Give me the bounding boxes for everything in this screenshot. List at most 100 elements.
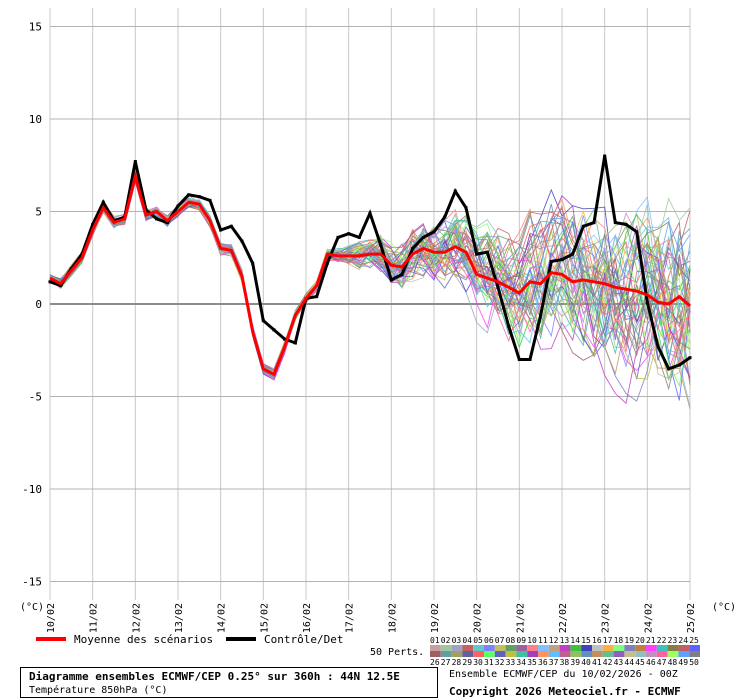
ensemble-members [49, 171, 691, 410]
x-tick-label: 12/02 [131, 603, 142, 633]
y-axis-unit-left: (°C) [20, 602, 44, 613]
pert-swatch [635, 645, 646, 651]
pert-swatch [624, 645, 636, 651]
pert-number: 23 [668, 636, 678, 645]
control-point [325, 261, 329, 265]
pert-swatch [548, 645, 560, 651]
pert-swatch [440, 645, 452, 651]
y-tick-label: -5 [29, 391, 42, 404]
pert-swatch [635, 651, 646, 657]
pert-number: 22 [657, 636, 667, 645]
control-point [240, 239, 244, 243]
pert-swatch [559, 651, 571, 657]
pert-swatch [473, 651, 484, 657]
pert-swatch [548, 651, 560, 657]
pert-number: 05 [473, 636, 483, 645]
pert-swatch [667, 645, 679, 651]
pert-swatch [430, 645, 441, 651]
control-point [400, 272, 404, 276]
pert-number: 37 [549, 658, 559, 667]
control-point [187, 193, 191, 197]
control-point [443, 215, 447, 219]
pert-number: 50 [689, 658, 699, 667]
control-point [357, 235, 361, 239]
control-point [411, 247, 415, 250]
chart-info-box: Diagramme ensembles ECMWF/CEP 0.25° sur … [20, 667, 438, 698]
x-tick-label: 18/02 [387, 603, 398, 633]
control-point [283, 337, 287, 341]
pert-swatch [678, 645, 690, 651]
pert-swatch [494, 651, 506, 657]
control-point [528, 358, 532, 361]
pert-swatch [462, 645, 474, 651]
pert-number: 20 [635, 636, 645, 645]
pert-number: 08 [506, 636, 516, 645]
pert-number: 44 [624, 658, 634, 667]
x-tick-label: 23/02 [601, 603, 612, 633]
control-point [645, 300, 649, 304]
x-tick-label: 13/02 [174, 603, 185, 633]
control-point [261, 319, 265, 323]
chart-subtitle: Température 850hPa (°C) [29, 685, 168, 696]
pert-swatch [646, 651, 657, 657]
pert-swatch [473, 645, 484, 651]
pert-number: 11 [538, 636, 548, 645]
control-point [197, 195, 201, 199]
control-point [91, 222, 95, 226]
pert-swatch [667, 651, 679, 657]
control-point [155, 217, 159, 221]
pert-swatch [451, 645, 463, 651]
x-tick-label: 21/02 [515, 603, 526, 633]
pert-swatch [527, 651, 538, 657]
pert-number: 06 [484, 636, 494, 645]
x-tick-label: 19/02 [430, 603, 441, 633]
y-tick-label: 15 [29, 21, 42, 34]
pert-swatch [624, 651, 636, 657]
x-tick-label: 17/02 [345, 603, 356, 633]
control-point [688, 356, 692, 360]
control-point [208, 198, 212, 202]
control-point [368, 211, 372, 215]
pert-swatch [602, 645, 614, 651]
x-tick-label: 15/02 [259, 603, 270, 633]
member-line [49, 178, 691, 391]
pert-number: 17 [603, 636, 613, 645]
control-point [592, 221, 596, 225]
pert-swatch [656, 651, 668, 657]
pert-number: 21 [646, 636, 656, 645]
pert-number: 02 [441, 636, 451, 645]
perturbations-label: 50 Perts. [370, 647, 425, 658]
y-tick-label: 5 [35, 206, 42, 219]
control-point [293, 341, 297, 345]
control-point [101, 200, 105, 204]
pert-number: 41 [592, 658, 602, 667]
pert-swatch [538, 651, 549, 657]
pert-swatch [689, 645, 700, 651]
control-point [251, 261, 255, 265]
x-tick-label: 22/02 [558, 603, 569, 633]
control-point [624, 222, 628, 226]
y-tick-label: -10 [22, 483, 42, 496]
control-point [517, 358, 521, 361]
pert-swatch [462, 651, 474, 657]
control-point [667, 367, 671, 371]
pert-number: 19 [624, 636, 634, 645]
control-point [560, 258, 564, 262]
copyright: Copyright 2026 Meteociel.fr - ECMWF [449, 685, 681, 698]
pert-swatch [656, 645, 668, 651]
pert-number: 09 [516, 636, 526, 645]
pert-swatch [602, 651, 614, 657]
y-tick-label: 0 [35, 298, 42, 311]
pert-number: 04 [462, 636, 472, 645]
control-point [635, 230, 639, 234]
pert-number: 34 [516, 658, 526, 667]
control-point [389, 278, 393, 282]
pert-number: 29 [462, 658, 472, 667]
pert-swatch [689, 651, 700, 657]
y-axis-unit-right: (°C) [712, 602, 736, 613]
pert-swatch [570, 651, 582, 657]
pert-swatch [527, 645, 538, 651]
pert-number: 15 [581, 636, 591, 645]
pert-swatch [494, 645, 506, 651]
pert-number: 24 [678, 636, 688, 645]
